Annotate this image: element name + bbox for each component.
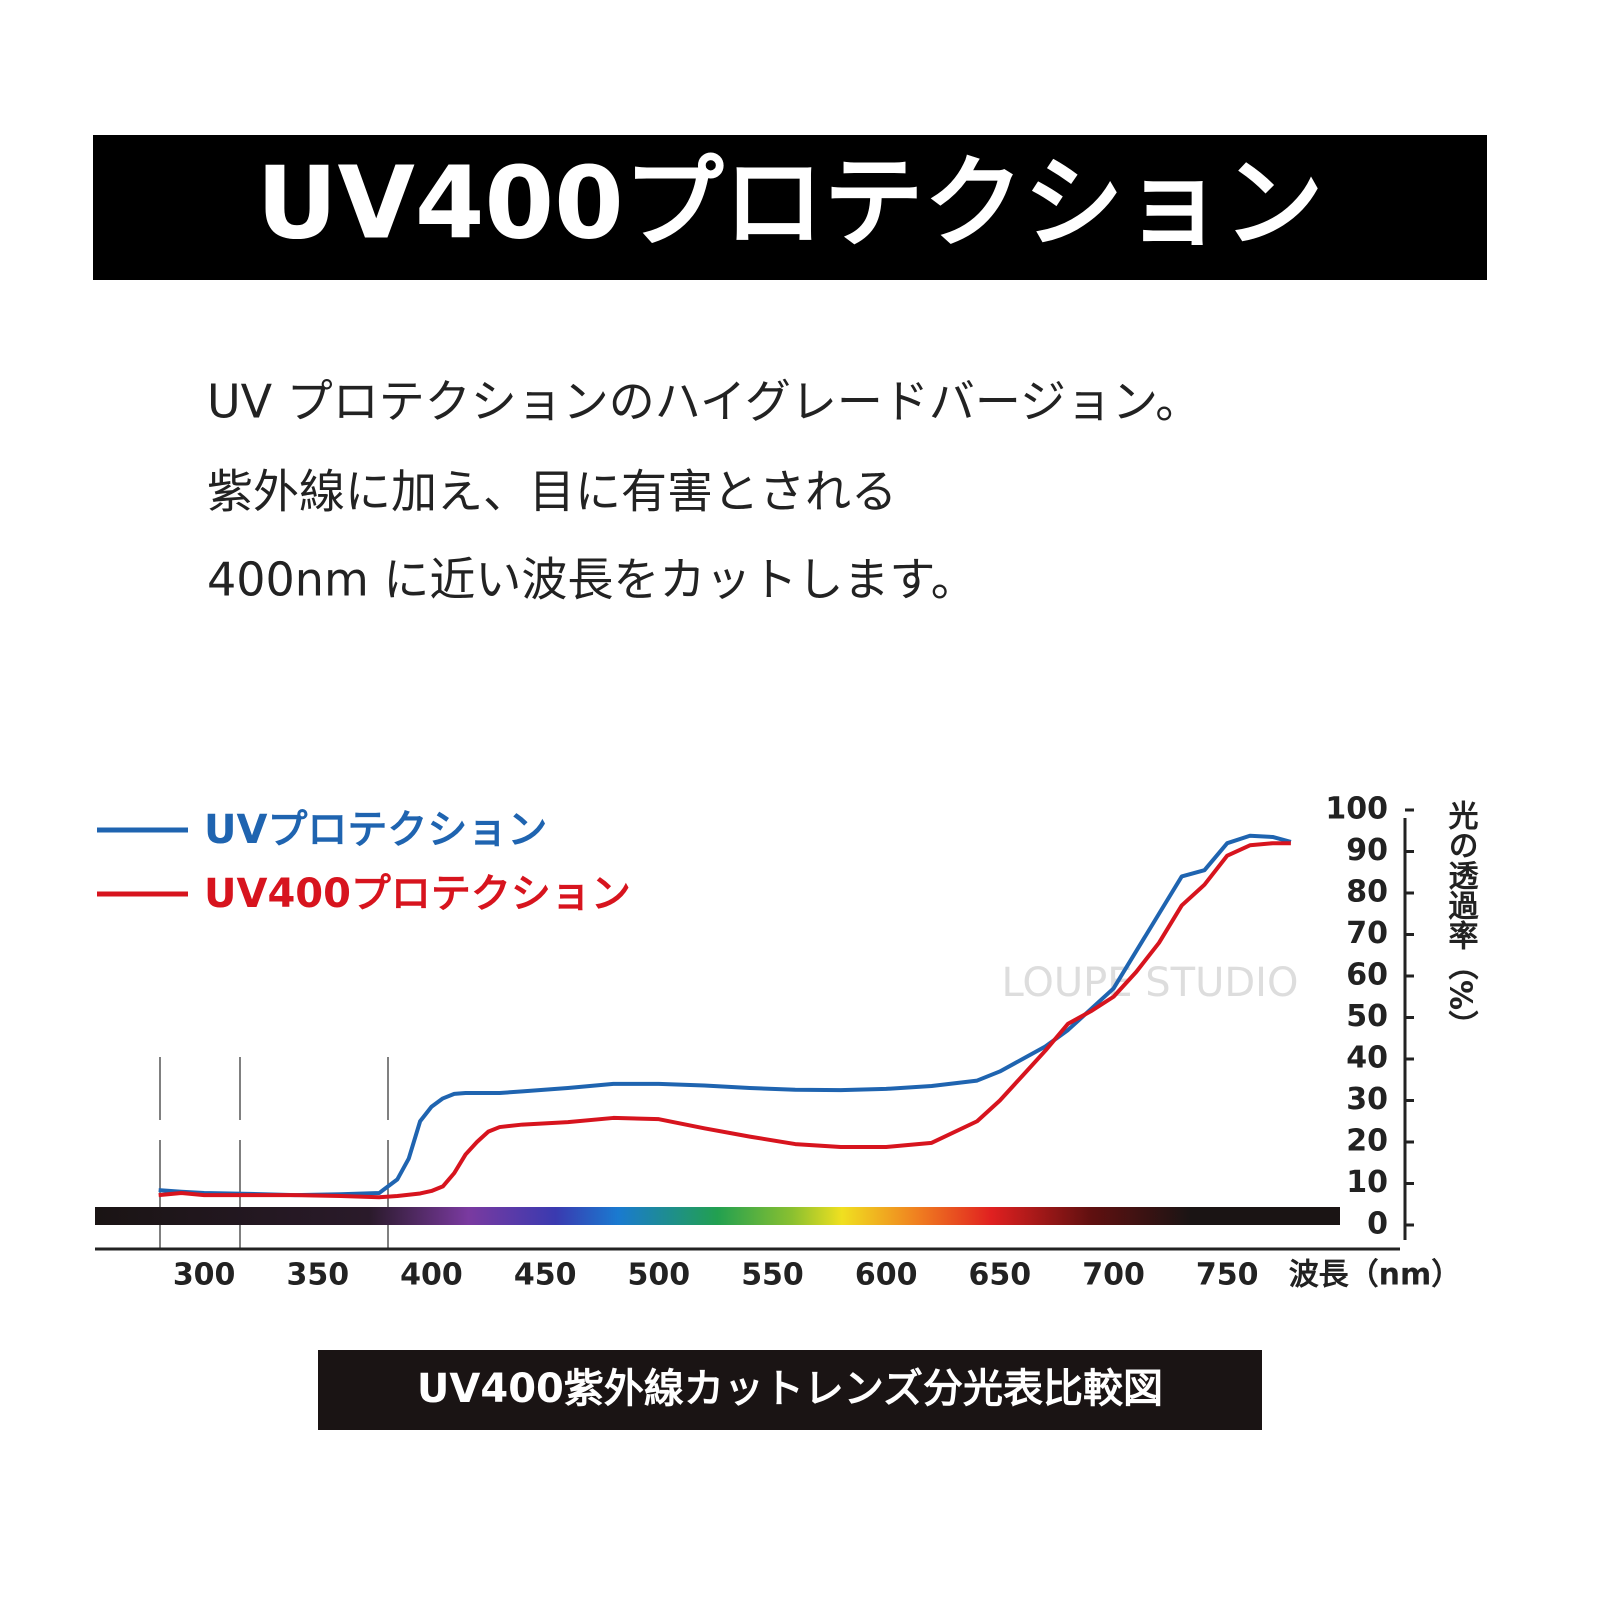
watermark: LOUPE STUDIO	[1002, 960, 1299, 1006]
y-tick-label: 70	[1346, 916, 1388, 951]
series-line	[158, 833, 1292, 1198]
x-tick-label: 400	[400, 1258, 463, 1293]
y-tick-label: 50	[1346, 999, 1388, 1034]
description-line: 紫外線に加え、目に有害とされる	[207, 465, 897, 519]
series-line	[158, 841, 1291, 1200]
y-tick-label: 30	[1346, 1082, 1388, 1117]
y-tick-label: 40	[1346, 1041, 1388, 1076]
y-tick-label: 10	[1346, 1165, 1388, 1200]
x-tick-label: 700	[1082, 1258, 1145, 1293]
y-tick-label: 90	[1346, 833, 1388, 868]
caption: UV400紫外線カットレンズ分光表比較図	[417, 1366, 1163, 1412]
description-line: 400nm に近い波長をカットします。	[207, 553, 977, 607]
header-title: UV400プロテクション	[256, 144, 1323, 261]
caption-box	[318, 1350, 1262, 1430]
legend-label: UV400プロテクション	[204, 871, 631, 917]
x-tick-label: 350	[286, 1258, 349, 1293]
y-tick-label: 80	[1346, 875, 1388, 910]
x-tick-label: 300	[173, 1258, 236, 1293]
x-tick-label: 600	[855, 1258, 918, 1293]
spectrum-bar	[95, 1207, 1340, 1225]
y-axis-label: 光の透過率（%）	[1443, 800, 1479, 1040]
x-tick-label: 750	[1196, 1258, 1259, 1293]
legend-label: UVプロテクション	[204, 807, 547, 853]
x-tick-label: 450	[514, 1258, 577, 1293]
x-axis-label: 波長（nm）	[1289, 1258, 1462, 1293]
x-tick-label: 650	[969, 1258, 1032, 1293]
y-tick-label: 0	[1367, 1207, 1388, 1242]
x-tick-label: 500	[628, 1258, 691, 1293]
y-tick-label: 20	[1346, 1124, 1388, 1159]
description-line: UV プロテクションのハイグレードバージョン。	[207, 375, 1201, 429]
y-tick-label: 100	[1325, 792, 1388, 827]
x-tick-label: 550	[741, 1258, 804, 1293]
plot: 0 10 20 30 40 50 60 70 80 90 100 300 350 400 450 500 550…	[97, 792, 1414, 1293]
y-tick-label: 60	[1346, 958, 1388, 993]
header-bar	[93, 135, 1487, 280]
